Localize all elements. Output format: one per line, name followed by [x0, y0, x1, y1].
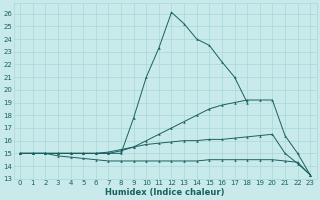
X-axis label: Humidex (Indice chaleur): Humidex (Indice chaleur) — [106, 188, 225, 197]
